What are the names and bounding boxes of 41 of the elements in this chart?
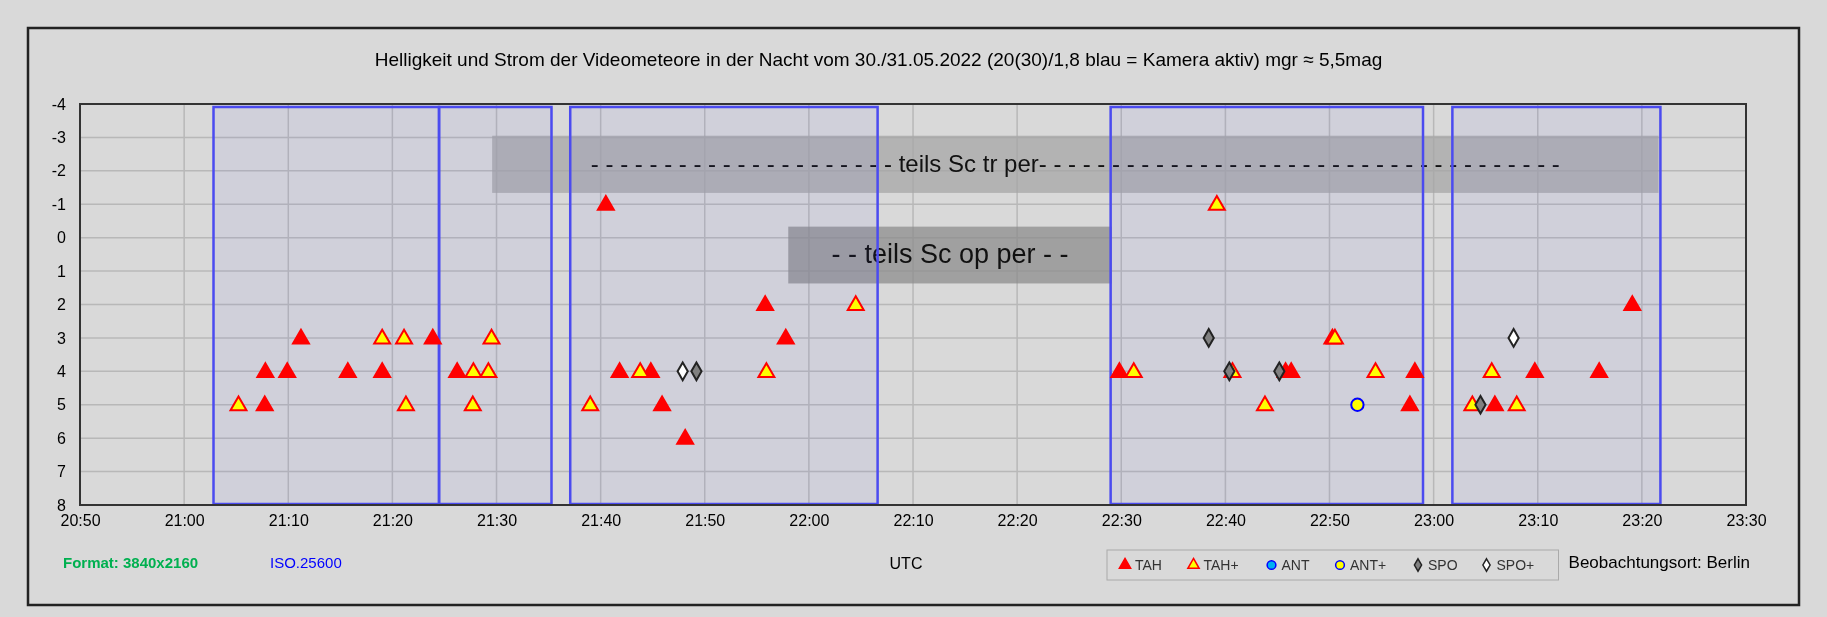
text: Format: 3840x2160 bbox=[63, 554, 199, 571]
y-tick-label: -3 bbox=[51, 129, 67, 147]
text: Beobachtungsort: Berlin bbox=[1568, 553, 1750, 572]
y-tick-label: 6 bbox=[57, 429, 67, 447]
y-tick-label: 1 bbox=[57, 262, 67, 280]
legend-label: TAH+ bbox=[1203, 557, 1239, 573]
y-tick-label: 0 bbox=[57, 229, 67, 247]
y-tick-label: 7 bbox=[57, 463, 67, 481]
x-tick-label: 23:10 bbox=[1518, 512, 1559, 530]
y-tick-label: 5 bbox=[57, 396, 67, 414]
x-tick-label: 22:40 bbox=[1205, 512, 1247, 530]
x-tick-label: 22:30 bbox=[1101, 512, 1142, 530]
x-tick-label: 21:50 bbox=[685, 512, 726, 530]
x-axis-title: UTC bbox=[889, 555, 923, 572]
y-tick-label: 4 bbox=[57, 362, 67, 380]
chart-title: Helligkeit und Strom der Videometeore in der Nacht vom 30./31.05.2022 (20(30)/1,8 blau = Kamera aktiv) mgr ≈ 5,5mag bbox=[374, 49, 1383, 70]
x-tick-label: 22:20 bbox=[997, 512, 1038, 530]
y-tick-label: -4 bbox=[51, 95, 67, 113]
x-tick-label: 21:40 bbox=[581, 512, 622, 530]
x-tick-label: 21:20 bbox=[372, 512, 413, 530]
x-tick-label: 21:10 bbox=[268, 512, 309, 530]
y-tick-label: -1 bbox=[51, 195, 67, 213]
x-tick-label: 23:30 bbox=[1726, 512, 1767, 530]
y-tick-label: 2 bbox=[57, 296, 67, 314]
legend-label: ANT bbox=[1281, 557, 1310, 573]
x-tick-label: 22:00 bbox=[789, 512, 830, 530]
legend-label: TAH bbox=[1135, 557, 1162, 573]
y-tick-label: 3 bbox=[57, 329, 67, 347]
legend-label: SPO+ bbox=[1496, 557, 1535, 573]
y-tick-label: -2 bbox=[51, 162, 67, 180]
text: ISO.25600 bbox=[270, 554, 342, 571]
legend-label: SPO bbox=[1428, 557, 1458, 573]
x-tick-label: 21:30 bbox=[476, 512, 518, 530]
x-tick-label: 21:00 bbox=[164, 512, 205, 530]
legend-label: ANT+ bbox=[1350, 557, 1387, 573]
x-tick-label: 23:20 bbox=[1622, 512, 1663, 530]
x-tick-label: 20:50 bbox=[60, 512, 101, 530]
y-tick-label: 8 bbox=[57, 496, 67, 514]
x-tick-label: 23:00 bbox=[1414, 512, 1455, 530]
x-tick-label: 22:50 bbox=[1309, 512, 1351, 530]
x-tick-label: 22:10 bbox=[893, 512, 934, 530]
